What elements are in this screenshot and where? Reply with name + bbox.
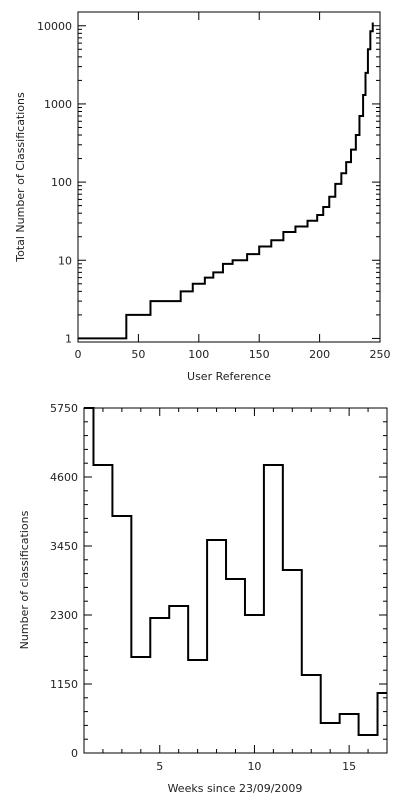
top-y-tick-label: 1 <box>65 332 72 345</box>
bottom-y-tick-label: 4600 <box>50 471 78 484</box>
top-y-axis-label: Total Number of Classifications <box>14 92 27 263</box>
top-plot-frame <box>77 11 381 343</box>
bottom-y-tick-label: 3450 <box>50 540 78 553</box>
bottom-y-tick-label: 5750 <box>50 402 78 415</box>
bottom-x-tick-label: 10 <box>247 760 261 773</box>
top-x-tick-label: 200 <box>309 348 330 361</box>
top-y-tick-label: 10 <box>58 254 72 267</box>
top-y-tick-label: 10000 <box>37 20 72 33</box>
top-y-ticks: 1 10 100 1000 10000 <box>37 20 380 345</box>
top-chart: 0 50 100 150 200 250 1 10 100 1000 10000 User Ref… <box>14 11 391 383</box>
top-x-axis-label: User Reference <box>187 370 271 383</box>
bottom-series-line <box>84 407 387 736</box>
top-x-tick-label: 0 <box>75 348 82 361</box>
bottom-y-tick-label: 1150 <box>50 678 78 691</box>
bottom-x-axis-label: Weeks since 23/09/2009 <box>168 782 303 795</box>
bottom-y-ticks: 0 1150 2300 3450 4600 5750 <box>50 402 387 760</box>
bottom-plot-frame <box>83 407 388 754</box>
bottom-x-tick-label: 5 <box>156 760 163 773</box>
bottom-chart: 5 10 15 0 1150 2300 3450 4600 5750 Weeks since … <box>18 402 388 795</box>
top-x-tick-label: 150 <box>249 348 270 361</box>
top-x-ticks: 0 50 100 150 200 250 <box>75 12 391 361</box>
top-y-tick-label: 100 <box>51 176 72 189</box>
top-x-tick-label: 100 <box>188 348 209 361</box>
bottom-x-ticks: 5 10 15 <box>83 408 388 773</box>
bottom-x-tick-label: 15 <box>342 760 356 773</box>
bottom-y-tick-label: 2300 <box>50 609 78 622</box>
top-y-tick-label: 1000 <box>44 98 72 111</box>
bottom-y-axis-label: Number of classifications <box>18 510 31 649</box>
bottom-y-tick-label: 0 <box>71 747 78 760</box>
top-x-tick-label: 50 <box>131 348 145 361</box>
top-series-line <box>78 22 374 340</box>
top-x-tick-label: 250 <box>370 348 391 361</box>
